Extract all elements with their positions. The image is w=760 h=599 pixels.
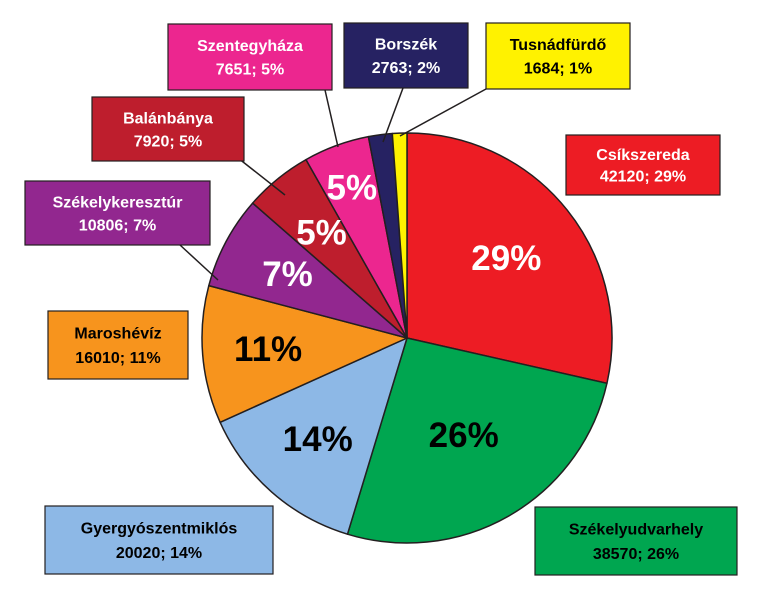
slice-percent-szentegyhaza: 5% — [327, 168, 378, 207]
callout-box-tusnadfurdo — [485, 22, 631, 90]
callout-name-balanbanya: Balánbánya — [123, 110, 213, 127]
callout-value-gyergyoszentmiklos: 20020; 14% — [116, 545, 202, 562]
callout-box-balanbanya — [91, 96, 245, 162]
callout-box-csikszereda — [565, 134, 721, 196]
pie-slice-szekelyudvarhely — [346, 337, 608, 544]
callout-box-szekelykeresztur — [24, 180, 211, 246]
callout-name-szekelyudvarhely: Székelyudvarhely — [569, 522, 703, 539]
callout-value-marosheviz: 16010; 11% — [75, 350, 160, 367]
slice-percent-szekelyudvarhely: 26% — [429, 416, 499, 455]
callout-name-szekelykeresztur: Székelykeresztúr — [53, 194, 183, 211]
callout-name-csikszereda: Csíkszereda — [596, 147, 689, 164]
slice-percent-gyergyoszentmiklos: 14% — [283, 420, 353, 459]
slice-percent-szekelykeresztur: 7% — [262, 255, 313, 294]
callout-box-gyergyoszentmiklos — [44, 505, 274, 575]
callout-name-borszek: Borszék — [375, 37, 437, 54]
callout-value-tusnadfurdo: 1684; 1% — [524, 61, 593, 78]
callout-name-szentegyhaza: Szentegyháza — [197, 38, 303, 55]
callout-value-borszek: 2763; 2% — [372, 60, 441, 77]
callout-box-marosheviz — [47, 310, 189, 380]
leader-line-szentegyhaza — [324, 89, 339, 148]
leader-line-tusnadfurdo — [399, 88, 487, 137]
callout-box-szekelyudvarhely — [534, 506, 738, 576]
callout-name-marosheviz: Maroshévíz — [74, 326, 161, 343]
leader-line-borszek — [382, 87, 404, 143]
callout-value-szentegyhaza: 7651; 5% — [216, 62, 285, 79]
callout-value-balanbanya: 7920; 5% — [134, 133, 203, 150]
leader-line-balanbanya — [237, 157, 286, 196]
pie-slice-marosheviz — [201, 284, 408, 424]
callout-box-borszek — [343, 22, 469, 89]
callout-box-szentegyhaza — [167, 23, 333, 91]
callout-value-szekelyudvarhely: 38570; 26% — [593, 546, 679, 563]
pie-slice-gyergyoszentmiklos — [219, 337, 408, 535]
slice-percent-balanbanya: 5% — [296, 214, 347, 253]
callout-value-szekelykeresztur: 10806; 7% — [79, 217, 156, 234]
slice-percent-marosheviz: 11% — [234, 330, 302, 369]
callout-value-csikszereda: 42120; 29% — [600, 169, 686, 186]
callout-name-gyergyoszentmiklos: Gyergyószentmiklós — [81, 521, 238, 538]
callout-name-tusnadfurdo: Tusnádfürdő — [510, 37, 607, 54]
pie-slice-csikszereda — [406, 132, 613, 385]
slice-percent-csikszereda: 29% — [471, 239, 541, 278]
leader-line-szekelykeresztur — [179, 244, 219, 281]
